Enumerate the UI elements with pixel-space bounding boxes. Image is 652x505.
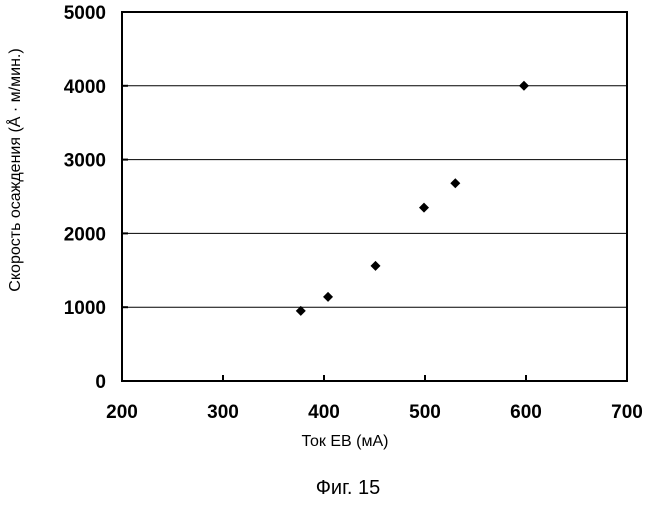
data-points xyxy=(296,81,529,316)
y-tick-label-4000: 4000 xyxy=(64,77,106,98)
y-tick-label-5000: 5000 xyxy=(64,3,106,24)
y-axis-tick-labels: 0 1000 2000 3000 4000 5000 xyxy=(64,3,106,393)
data-point-5 xyxy=(450,178,460,188)
gridlines xyxy=(122,86,627,307)
x-tick-label-700: 700 xyxy=(611,402,643,423)
x-axis-title: Ток ЕВ (мА) xyxy=(302,433,389,450)
figure-caption: Фиг. 15 xyxy=(316,477,381,499)
y-tick-label-1000: 1000 xyxy=(64,298,106,319)
data-point-6 xyxy=(519,81,529,91)
x-tick-label-600: 600 xyxy=(510,402,542,423)
y-tick-label-0: 0 xyxy=(95,372,106,393)
x-tick-label-400: 400 xyxy=(308,402,340,423)
x-tick-label-300: 300 xyxy=(207,402,239,423)
plot-frame xyxy=(122,12,627,381)
y-tick-label-3000: 3000 xyxy=(64,151,106,172)
data-point-3 xyxy=(371,261,381,271)
y-tick-label-2000: 2000 xyxy=(64,224,106,245)
axis-ticks xyxy=(122,12,627,381)
y-axis-title: Скорость осаждения (Å · м/мин.) xyxy=(5,48,24,291)
x-tick-label-500: 500 xyxy=(409,402,441,423)
data-point-2 xyxy=(323,292,333,302)
x-axis-tick-labels: 200 300 400 500 600 700 xyxy=(106,402,643,423)
x-tick-label-200: 200 xyxy=(106,402,138,423)
data-point-4 xyxy=(419,203,429,213)
